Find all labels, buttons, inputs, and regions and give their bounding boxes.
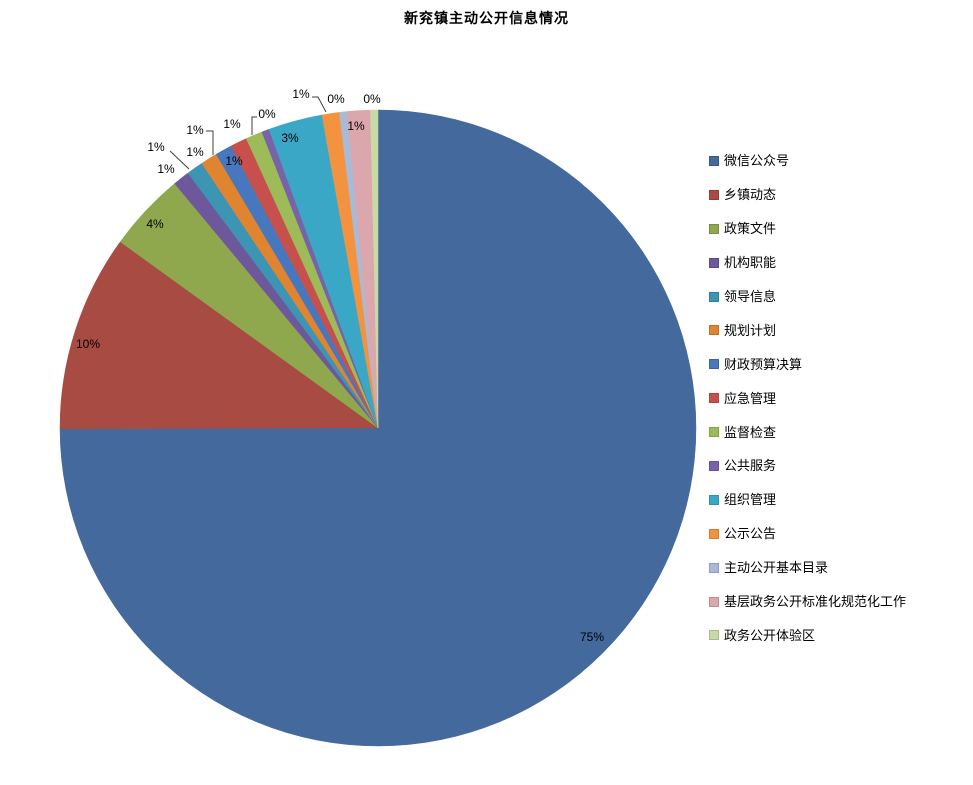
label-leader-line-5	[169, 150, 190, 170]
data-label-6: 1%	[186, 145, 204, 159]
data-label-10: 0%	[258, 107, 276, 121]
data-label-7: 1%	[186, 123, 204, 137]
data-label-2: 10%	[76, 337, 100, 351]
legend-item-2: 乡镇动态	[709, 178, 906, 212]
legend-item-5: 领导信息	[709, 280, 906, 314]
legend-item-14: 基层政务公开标准化规范化工作	[709, 585, 906, 619]
legend-item-3: 政策文件	[709, 212, 906, 246]
legend-item-12: 公示公告	[709, 517, 906, 551]
data-label-15: 0%	[363, 92, 381, 106]
legend-item-6: 规划计划	[709, 313, 906, 347]
legend-label: 机构职能	[724, 255, 777, 271]
legend-label: 乡镇动态	[724, 187, 777, 203]
legend-label: 微信公众号	[724, 153, 790, 169]
label-leader-line-12	[312, 96, 327, 113]
legend-swatch-icon	[709, 223, 719, 234]
legend-label: 主动公开基本目录	[724, 560, 829, 576]
data-label-5: 1%	[147, 140, 165, 154]
pie-slice-15	[370, 109, 379, 429]
legend-swatch-icon	[709, 325, 719, 336]
legend-swatch-icon	[709, 596, 719, 607]
data-label-12: 1%	[292, 87, 310, 101]
legend-label: 规划计划	[724, 322, 777, 338]
chart-legend: 微信公众号乡镇动态政策文件机构职能领导信息规划计划财政预算决算 应急管理监督检查公…	[709, 144, 906, 652]
legend-item-1: 微信公众号	[709, 144, 906, 178]
data-label-4: 1%	[157, 162, 175, 176]
legend-label: 公共服务	[724, 458, 777, 474]
legend-label: 组织管理	[724, 492, 777, 508]
legend-swatch-icon	[709, 528, 719, 539]
legend-label: 政务公开体验区	[724, 627, 816, 643]
pie-slice-1	[59, 109, 697, 747]
legend-swatch-icon	[709, 494, 719, 505]
legend-swatch-icon	[709, 393, 719, 404]
legend-item-8: 应急管理	[709, 381, 906, 415]
legend-item-4: 机构职能	[709, 246, 906, 280]
label-leader-line-7	[206, 130, 214, 155]
legend-item-11: 组织管理	[709, 483, 906, 517]
data-label-13: 0%	[327, 92, 345, 106]
legend-item-9: 监督检查	[709, 415, 906, 449]
legend-swatch-icon	[709, 291, 719, 302]
data-label-9: 1%	[223, 117, 241, 131]
chart-title: 新兖镇主动公开信息情况	[404, 10, 569, 26]
data-label-3: 4%	[146, 217, 164, 231]
data-label-1: 75%	[580, 630, 604, 644]
data-label-8: 1%	[225, 154, 243, 168]
legend-label: 应急管理	[724, 390, 777, 406]
legend-swatch-icon	[709, 427, 719, 438]
legend-swatch-icon	[709, 460, 719, 471]
data-label-14: 1%	[347, 119, 365, 133]
legend-item-13: 主动公开基本目录	[709, 551, 906, 585]
legend-item-15: 政务公开体验区	[709, 618, 906, 652]
legend-label: 领导信息	[724, 289, 777, 304]
legend-swatch-icon	[709, 359, 719, 370]
label-leader-line-10	[251, 116, 257, 135]
legend-swatch-icon	[709, 189, 719, 200]
data-label-11: 3%	[281, 131, 299, 145]
legend-swatch-icon	[709, 630, 719, 641]
legend-label: 基层政务公开标准化规范化工作	[724, 594, 907, 610]
legend-label: 政策文件	[724, 221, 777, 237]
pie-slice-2	[59, 241, 379, 430]
legend-item-10: 公共服务	[709, 449, 906, 483]
legend-swatch-icon	[709, 562, 719, 573]
legend-swatch-icon	[709, 257, 719, 268]
legend-label: 监督检查	[724, 424, 777, 440]
legend-label: 公示公告	[724, 526, 777, 542]
legend-swatch-icon	[709, 155, 719, 166]
legend-item-7: 财政预算决算	[709, 347, 906, 381]
legend-label: 财政预算决算	[724, 356, 803, 372]
